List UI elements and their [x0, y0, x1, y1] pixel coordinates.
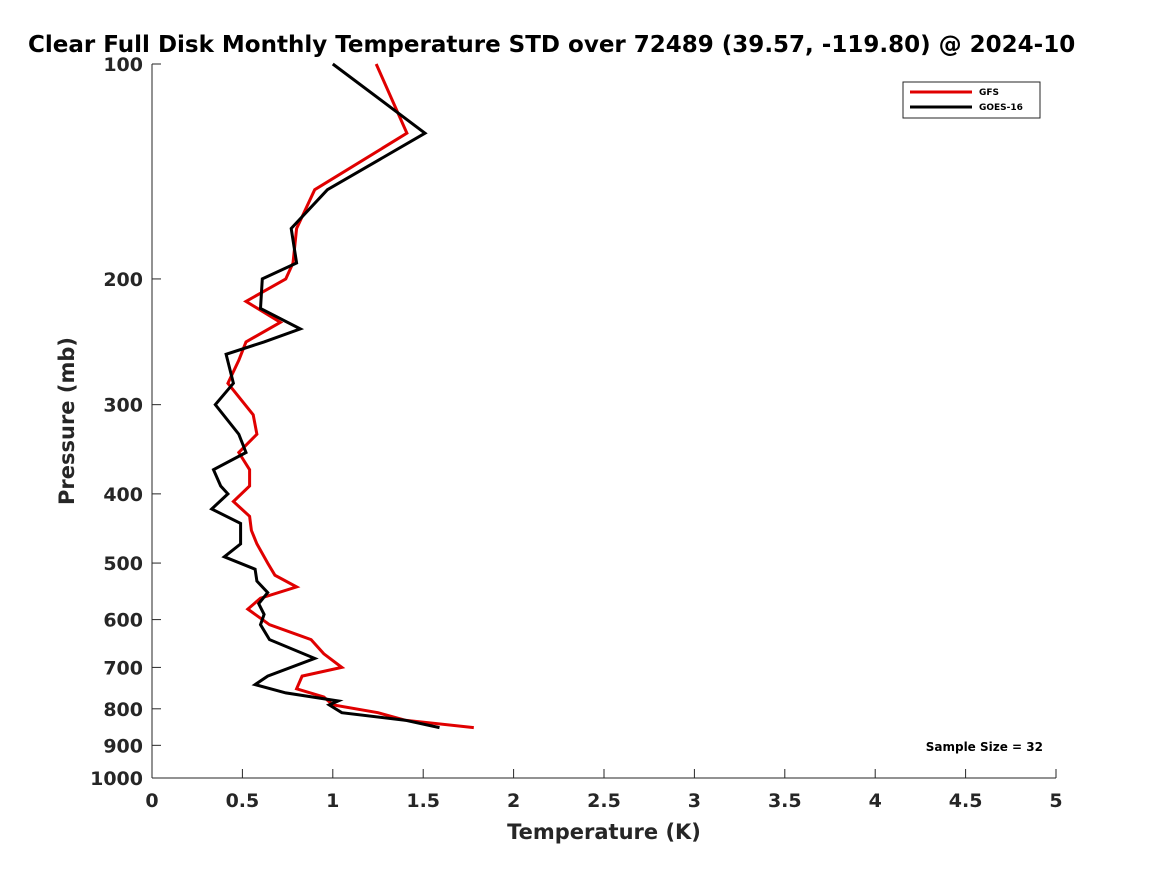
y-tick-label: 900 — [103, 735, 143, 757]
y-tick-label: 300 — [103, 395, 143, 417]
x-tick-label: 1 — [326, 790, 339, 812]
x-tick-label: 5 — [1049, 790, 1062, 812]
legend-box — [902, 81, 1041, 119]
y-tick-label: 1000 — [90, 768, 143, 790]
sample-size-annotation: Sample Size = 32 — [926, 740, 1043, 754]
series-line-gfs — [226, 63, 474, 730]
x-tick-label: 4 — [869, 790, 882, 812]
y-tick-label: 600 — [103, 610, 143, 632]
y-axis-label: Pressure (mb) — [55, 337, 79, 505]
series-line-goes16 — [209, 62, 440, 730]
legend-label-gfs: GFS — [979, 88, 999, 98]
y-tick-label: 100 — [103, 54, 143, 76]
x-axis-label: Temperature (K) — [507, 820, 701, 844]
y-tick-label: 800 — [103, 699, 143, 721]
y-tick-label: 500 — [103, 553, 143, 575]
y-tick-label: 200 — [103, 269, 143, 291]
chart-title: Clear Full Disk Monthly Temperature STD … — [28, 32, 1075, 58]
legend-label-goes16: GOES-16 — [979, 103, 1023, 113]
y-tick-label: 400 — [103, 484, 143, 506]
legend: GFS GOES-16 — [902, 81, 1041, 119]
x-tick-label: 3 — [688, 790, 701, 812]
x-tick-label: 1.5 — [406, 790, 440, 812]
x-tick-label: 0 — [145, 790, 158, 812]
x-tick-label: 3.5 — [768, 790, 802, 812]
x-tick-label: 4.5 — [949, 790, 983, 812]
x-tick-label: 0.5 — [226, 790, 260, 812]
x-tick-label: 2 — [507, 790, 520, 812]
y-tick-label: 700 — [103, 657, 143, 679]
x-tick-label: 2.5 — [587, 790, 621, 812]
